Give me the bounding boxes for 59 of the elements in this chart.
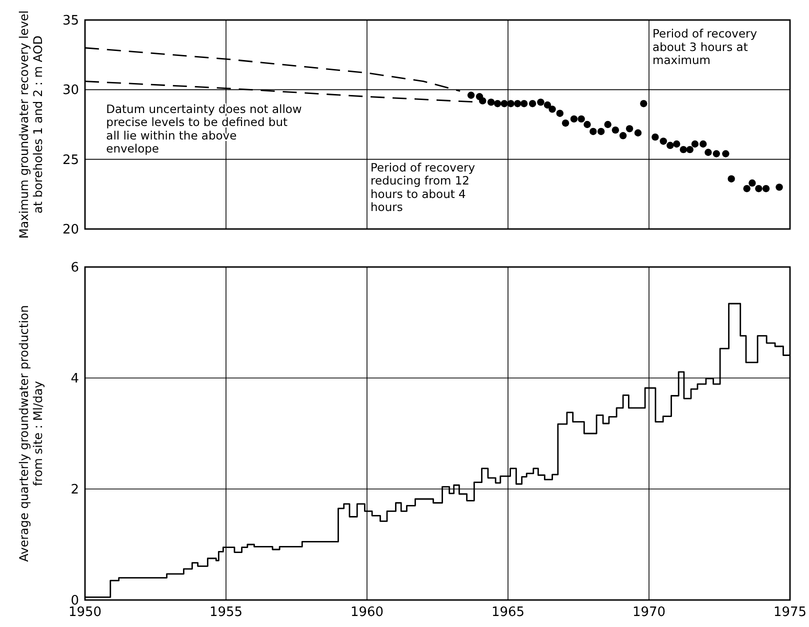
point: [640, 100, 648, 108]
point: [634, 129, 642, 136]
point: [544, 101, 552, 109]
point: [762, 184, 770, 192]
point: [556, 110, 564, 117]
point: [514, 100, 522, 108]
x-tick-label: 1950: [68, 605, 102, 620]
x-tick-label: 1955: [209, 605, 243, 620]
x-tick-label: 1975: [773, 605, 807, 620]
x-tick-label: 1970: [632, 605, 666, 620]
y-tick-label: 25: [62, 152, 79, 168]
point: [604, 120, 612, 128]
point: [507, 100, 514, 108]
point: [578, 115, 585, 123]
y-tick-label: 30: [62, 83, 79, 98]
point: [755, 184, 762, 192]
point: [673, 140, 680, 148]
point: [487, 98, 495, 106]
point: [680, 146, 688, 154]
point: [479, 97, 486, 104]
point: [722, 150, 730, 158]
y-tick-label: 2: [70, 482, 79, 498]
point: [686, 146, 694, 154]
point: [700, 140, 707, 148]
point: [728, 175, 735, 182]
point: [584, 120, 591, 128]
point: [537, 98, 544, 106]
point: [562, 120, 570, 127]
y-tick-label: 20: [62, 222, 79, 238]
x-tick-label: 1965: [491, 605, 525, 620]
point: [660, 138, 667, 145]
point: [666, 142, 674, 149]
point: [548, 106, 556, 113]
point: [590, 128, 597, 136]
point: [500, 100, 508, 108]
point: [467, 92, 475, 99]
y-tick-label: 35: [62, 14, 79, 29]
annotation: Period of recovery reducing from 12 hours to about 4 hours: [370, 160, 476, 214]
point: [597, 128, 605, 136]
point: [691, 140, 699, 148]
point: [494, 100, 502, 108]
point: [612, 126, 620, 134]
point: [704, 148, 712, 156]
x-tick-label: 1960: [350, 605, 384, 620]
point: [743, 184, 750, 192]
point: [619, 132, 627, 140]
annotation: Period of recovery about 3 hours at maximum: [652, 26, 758, 68]
point: [712, 150, 720, 158]
point: [776, 184, 783, 191]
y-axis-title: Maximum groundwater recovery level at boreholes 1 and 2 : m AOD: [16, 10, 46, 239]
point: [570, 115, 578, 123]
point: [652, 133, 659, 141]
point: [748, 179, 756, 187]
y-tick-label: 6: [70, 260, 79, 276]
point: [528, 100, 536, 108]
y-axis-title: Average quarterly groundwater production from site : Ml/day: [16, 305, 46, 562]
point: [626, 125, 634, 132]
point: [520, 100, 528, 108]
y-tick-label: 4: [70, 372, 79, 387]
